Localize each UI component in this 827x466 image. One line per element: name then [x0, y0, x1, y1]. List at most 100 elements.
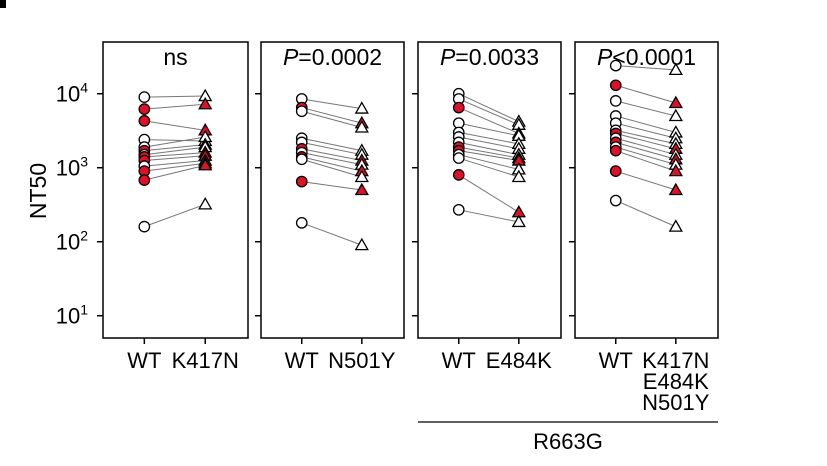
- pair-line: [144, 160, 206, 167]
- y-axis-label: NT50: [25, 163, 51, 219]
- mutant-point: [198, 197, 213, 210]
- pair-line: [458, 141, 519, 156]
- pair-line: [144, 139, 206, 142]
- wt-point: [138, 220, 151, 233]
- pair-line: [615, 84, 676, 104]
- mutant-point: [668, 62, 683, 76]
- pair-line: [301, 158, 362, 178]
- pair-line: [144, 146, 206, 156]
- x-category-label: N501Y: [642, 390, 710, 415]
- wt-point: [609, 194, 622, 207]
- panel-1: ns WT K417N: [97, 41, 249, 373]
- pair-line: [615, 65, 676, 71]
- y-tick-exponent: 1: [80, 302, 88, 318]
- wt-point: [138, 114, 151, 127]
- wt-point: [609, 79, 622, 92]
- wt-point: [452, 169, 465, 181]
- wt-point: [138, 103, 151, 115]
- mutant-point: [354, 101, 369, 114]
- panel-frame: [417, 41, 562, 339]
- mutant-point: [198, 96, 213, 110]
- r663g-group-label: R663G: [533, 429, 603, 454]
- pair-line: [615, 115, 676, 133]
- wt-point: [609, 165, 622, 177]
- y-tick-base: 10: [56, 82, 80, 107]
- mutant-point: [354, 120, 369, 133]
- panel-frame: [102, 41, 249, 339]
- mutant-point: [668, 219, 683, 232]
- pair-line: [301, 148, 362, 162]
- annotation-value: <0.0001: [612, 44, 696, 70]
- wt-point: [609, 144, 622, 157]
- pair-line: [301, 137, 362, 152]
- panel-3: P=0.0033 WT E484K: [412, 41, 562, 373]
- y-tick-base: 10: [56, 156, 80, 181]
- pair-line: [301, 110, 362, 128]
- y-tick-label: 101: [56, 302, 88, 329]
- x-category-label: E484K: [486, 348, 552, 373]
- pair-line: [301, 152, 362, 166]
- y-tick-base: 10: [56, 230, 80, 255]
- wt-point: [609, 59, 622, 72]
- pair-line: [458, 150, 519, 162]
- pair-line: [144, 120, 206, 131]
- pair-line: [458, 146, 519, 159]
- panel-2: P=0.0002 WT N501Y: [255, 41, 405, 373]
- y-tick-label: 104: [56, 80, 88, 107]
- wt-point: [452, 203, 465, 216]
- wt-point: [609, 95, 622, 107]
- wt-point: [138, 174, 151, 186]
- pair-line: [144, 136, 206, 148]
- p-symbol: P: [283, 44, 299, 70]
- wt-point: [295, 216, 308, 229]
- mutant-point: [511, 214, 526, 228]
- y-tick-label: 102: [56, 228, 88, 255]
- wt-point: [138, 91, 151, 103]
- pair-line: [615, 200, 677, 228]
- pair-line: [458, 154, 519, 170]
- pair-line: [615, 146, 676, 166]
- pair-line: [144, 162, 206, 172]
- pair-line: [301, 107, 362, 124]
- mutant-point: [668, 163, 683, 177]
- p-symbol: P: [597, 44, 613, 70]
- pair-line: [144, 95, 206, 98]
- mutant-point: [354, 237, 369, 251]
- pair-line: [458, 93, 520, 123]
- wt-point: [295, 175, 308, 188]
- pair-line: [301, 141, 362, 156]
- mutant-point: [668, 95, 683, 109]
- x-category-label: E484K: [643, 369, 709, 394]
- wt-point: [452, 152, 465, 164]
- mutant-point: [354, 182, 369, 196]
- panel-corner-mark: [0, 0, 6, 8]
- pair-line: [615, 137, 676, 156]
- pair-line: [144, 203, 206, 228]
- y-tick-exponent: 2: [80, 228, 88, 244]
- pair-line: [301, 156, 362, 172]
- wt-point: [295, 153, 308, 166]
- significance-annotation: P<0.0001: [597, 44, 696, 70]
- x-category-label: K417N: [172, 348, 239, 373]
- pair-line: [458, 136, 519, 150]
- pair-line: [301, 98, 362, 110]
- annotation-value: =0.0033: [455, 44, 539, 70]
- pair-line: [301, 222, 362, 246]
- significance-annotation: ns: [163, 44, 187, 70]
- pair-line: [615, 122, 676, 139]
- pair-line: [615, 129, 676, 145]
- pair-line: [615, 133, 676, 150]
- pair-line: [144, 144, 206, 152]
- pair-line: [458, 98, 520, 126]
- pair-line: [458, 107, 520, 134]
- y-tick-label: 103: [56, 154, 88, 181]
- pair-line: [458, 122, 519, 137]
- pair-line: [144, 155, 206, 162]
- mutant-point: [354, 169, 369, 183]
- significance-annotation: P=0.0002: [283, 44, 382, 70]
- x-category-label: K417N: [642, 348, 709, 373]
